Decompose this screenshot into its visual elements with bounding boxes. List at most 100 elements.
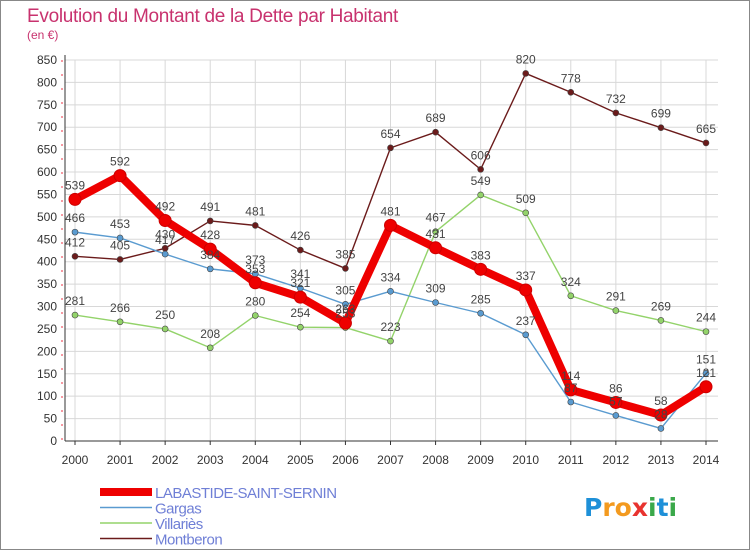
data-label: 509 — [516, 192, 536, 206]
data-label: 151 — [696, 352, 716, 366]
y-tick-label: 200 — [37, 344, 57, 358]
data-label: 28 — [654, 407, 668, 421]
data-point — [702, 370, 710, 377]
data-point — [68, 192, 82, 206]
data-label: 223 — [380, 320, 400, 334]
data-point — [657, 425, 665, 432]
data-label: 305 — [335, 283, 355, 297]
data-point — [519, 283, 533, 297]
data-label: 732 — [606, 92, 626, 106]
data-label: 385 — [335, 247, 355, 261]
data-label: 254 — [290, 306, 310, 320]
data-point — [342, 265, 349, 272]
plot-area — [65, 60, 718, 441]
data-label: 334 — [380, 270, 400, 284]
data-point — [158, 213, 172, 227]
data-label: 481 — [380, 204, 400, 218]
logo-text: Proxiti — [584, 493, 677, 522]
data-label: 453 — [110, 217, 130, 231]
y-tick-label: 750 — [37, 98, 57, 112]
data-label: 431 — [426, 227, 446, 241]
data-point — [71, 228, 79, 236]
data-label: 353 — [245, 262, 265, 276]
data-label: 383 — [471, 248, 491, 262]
data-point — [432, 299, 439, 306]
data-point — [161, 250, 169, 258]
data-label: 699 — [651, 107, 671, 121]
data-point — [116, 234, 124, 242]
data-label: 491 — [200, 200, 220, 214]
x-tick-label: 2008 — [422, 453, 449, 467]
y-tick-label: 0 — [50, 434, 57, 448]
data-point — [474, 262, 488, 276]
y-tick-label: 150 — [37, 367, 57, 381]
data-label: 405 — [110, 238, 130, 252]
x-tick-label: 2003 — [197, 453, 224, 467]
data-point — [429, 241, 443, 255]
data-label: 430 — [155, 227, 175, 241]
x-tick-label: 2013 — [648, 453, 675, 467]
y-tick-label: 550 — [37, 187, 57, 201]
data-label: 263 — [335, 302, 355, 316]
data-point — [612, 109, 620, 117]
data-label: 466 — [65, 211, 85, 225]
data-label: 606 — [471, 148, 491, 162]
data-label: 492 — [155, 199, 175, 213]
x-tick-label: 2012 — [603, 453, 630, 467]
data-point — [657, 124, 665, 131]
data-point — [203, 242, 217, 256]
data-point — [384, 218, 397, 232]
data-point — [251, 222, 259, 229]
data-label: 428 — [200, 228, 220, 242]
data-label: 244 — [696, 311, 716, 325]
data-point — [657, 317, 665, 324]
y-tick-label: 400 — [37, 255, 57, 269]
data-label: 281 — [65, 294, 85, 308]
data-point — [432, 228, 439, 235]
data-point — [387, 144, 394, 152]
data-label: 665 — [696, 122, 716, 136]
data-point — [522, 331, 530, 339]
x-tick-label: 2009 — [467, 453, 494, 467]
data-label: 337 — [516, 269, 536, 283]
x-tick-label: 2006 — [332, 453, 359, 467]
y-tick-label: 800 — [37, 75, 57, 89]
data-label: 778 — [561, 71, 581, 85]
data-point — [387, 337, 394, 345]
data-label: 592 — [110, 155, 130, 169]
legend-label: Villariès — [155, 516, 203, 533]
data-label: 539 — [65, 178, 85, 192]
data-point — [609, 395, 623, 409]
proxiti-logo: Proxiti — [584, 493, 677, 522]
data-label: 341 — [290, 267, 310, 281]
y-tick-label: 500 — [37, 210, 57, 224]
data-label: 467 — [426, 211, 446, 225]
data-point — [113, 169, 127, 183]
data-point — [567, 88, 575, 96]
legend-label: Montberon — [155, 532, 222, 549]
data-point — [699, 380, 713, 394]
series-montberon — [71, 70, 710, 272]
data-point — [702, 328, 710, 335]
data-point — [71, 311, 79, 319]
data-point — [293, 290, 307, 304]
data-point — [654, 408, 668, 422]
data-label: 87 — [564, 381, 578, 395]
data-label: 384 — [200, 248, 220, 262]
data-point — [116, 256, 124, 263]
y-tick-label: 50 — [44, 412, 58, 426]
data-label: 114 — [561, 369, 580, 383]
data-label: 291 — [606, 290, 626, 304]
x-tick-label: 2010 — [512, 453, 539, 467]
data-label: 321 — [290, 276, 310, 290]
data-point — [297, 323, 304, 331]
data-point — [564, 383, 578, 397]
y-tick-label: 700 — [37, 120, 57, 134]
data-label: 208 — [200, 327, 220, 341]
y-tick-label: 450 — [37, 232, 57, 246]
x-tick-label: 2000 — [62, 453, 89, 467]
y-tick-label: 600 — [37, 165, 57, 179]
data-point — [206, 344, 214, 352]
